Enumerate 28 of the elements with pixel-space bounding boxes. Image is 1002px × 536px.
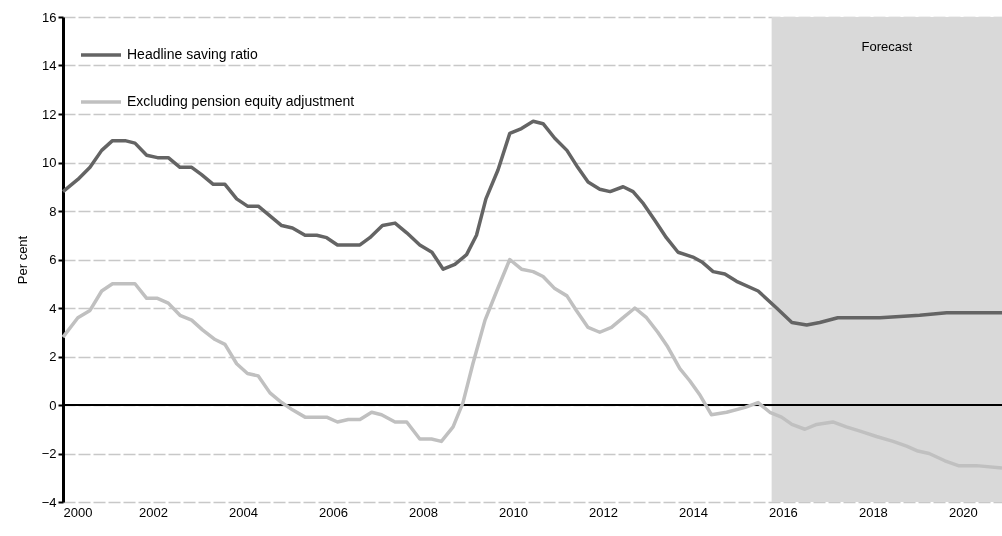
band-label: Forecast xyxy=(861,39,913,54)
x-tick-label: 2008 xyxy=(408,504,438,520)
y-tick-label: −2 xyxy=(41,446,57,461)
x-tick-label: 2002 xyxy=(139,504,168,520)
x-tick-label: 2016 xyxy=(768,504,798,520)
y-axis-title: Per cent xyxy=(14,235,30,285)
x-tick-label: 2018 xyxy=(858,504,888,520)
y-tick-label: 10 xyxy=(42,155,57,170)
y-tick-label: −4 xyxy=(41,494,57,510)
y-tick-label: 16 xyxy=(42,9,57,25)
y-tick-label: 2 xyxy=(49,349,57,364)
line-series xyxy=(61,257,1002,470)
legend-label: Excluding pension equity adjustment xyxy=(127,93,355,109)
legend-label: Headline saving ratio xyxy=(127,46,258,62)
line-series xyxy=(61,119,1002,327)
y-tick-label: 0 xyxy=(49,397,57,413)
x-tick-label: 2006 xyxy=(319,504,348,520)
x-tick-label: 2014 xyxy=(678,504,708,520)
y-tick-label: 14 xyxy=(42,58,57,73)
x-tick-label: 2012 xyxy=(588,504,618,520)
y-tick-label: 12 xyxy=(42,106,57,122)
y-tick-label: 6 xyxy=(49,252,57,267)
y-tick-label: 8 xyxy=(49,203,57,219)
x-tick-label: 2004 xyxy=(229,504,258,520)
x-tick-label: 2000 xyxy=(63,504,93,520)
x-tick-label: 2020 xyxy=(948,504,978,520)
x-tick-label: 2010 xyxy=(498,504,528,520)
y-tick-label: 4 xyxy=(49,300,57,316)
